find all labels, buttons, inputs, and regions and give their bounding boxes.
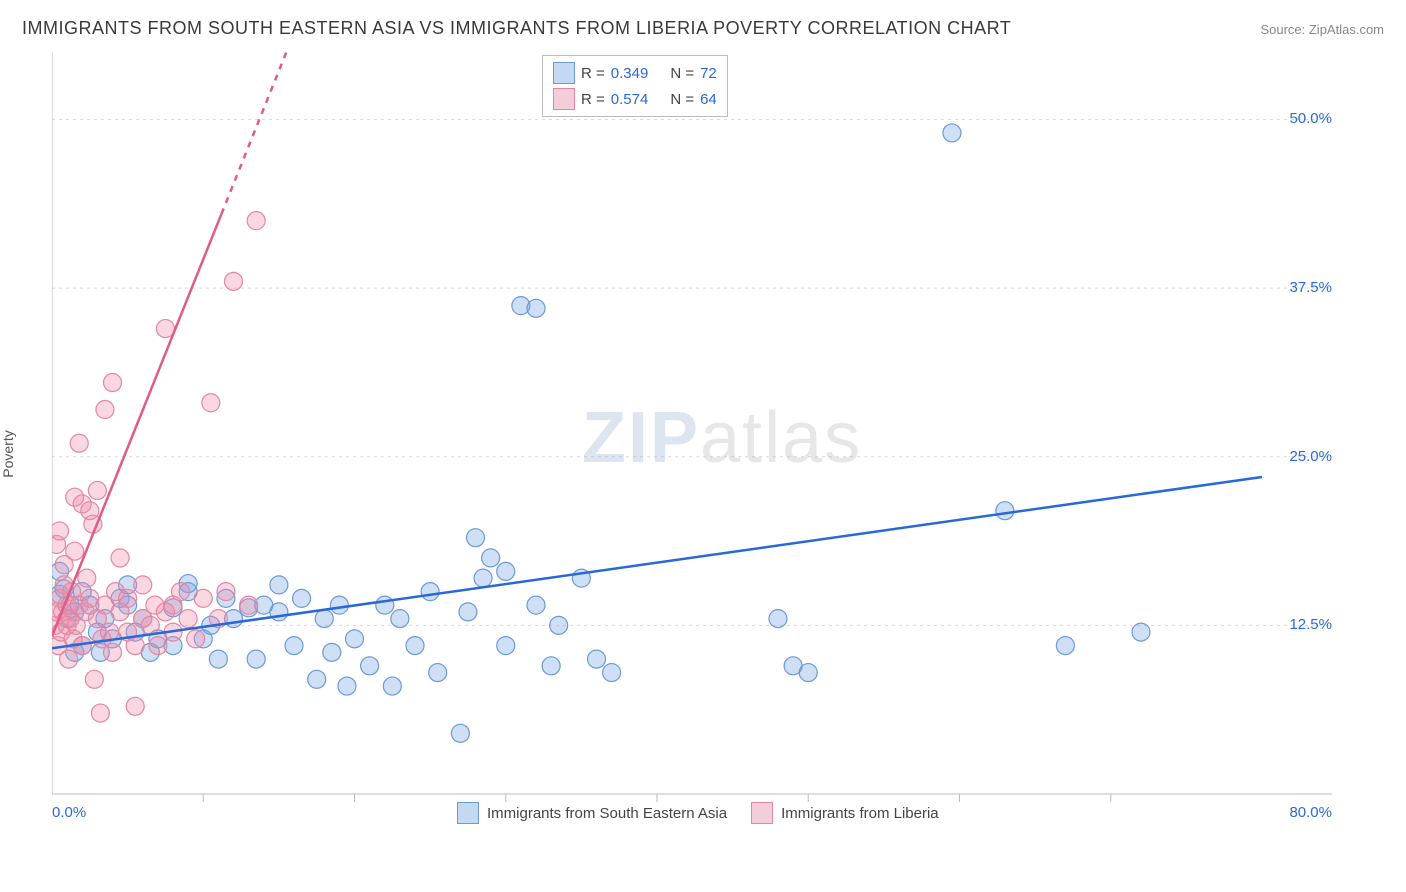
legend-swatch (457, 802, 479, 824)
legend-swatch (553, 62, 575, 84)
legend-swatch (553, 88, 575, 110)
r-value: 0.574 (611, 91, 649, 108)
n-label: N = (670, 65, 694, 82)
n-label: N = (670, 91, 694, 108)
y-tick-label: 37.5% (1289, 279, 1332, 296)
series-legend: Immigrants from South Eastern Asia Immigr… (457, 802, 939, 824)
title-bar: IMMIGRANTS FROM SOUTH EASTERN ASIA VS IM… (22, 18, 1384, 39)
x-tick-label: 0.0% (52, 804, 86, 821)
scatter-chart (52, 52, 1332, 822)
legend-stat-row: R = 0.574 N = 64 (553, 86, 717, 112)
x-tick-label: 80.0% (1289, 804, 1332, 821)
legend-swatch (751, 802, 773, 824)
r-label: R = (581, 65, 605, 82)
r-label: R = (581, 91, 605, 108)
r-value: 0.349 (611, 65, 649, 82)
legend-item: Immigrants from Liberia (751, 802, 939, 824)
legend-label: Immigrants from Liberia (781, 805, 939, 822)
n-value: 64 (700, 91, 717, 108)
legend-stat-row: R = 0.349 N = 72 (553, 60, 717, 86)
y-tick-label: 12.5% (1289, 616, 1332, 633)
source-label: Source: ZipAtlas.com (1260, 22, 1384, 37)
chart-area: ZIPatlas R =0.349N =72R =0.574N =64 12.5… (52, 52, 1332, 822)
y-tick-label: 25.0% (1289, 448, 1332, 465)
legend-item: Immigrants from South Eastern Asia (457, 802, 727, 824)
legend-label: Immigrants from South Eastern Asia (487, 805, 727, 822)
chart-title: IMMIGRANTS FROM SOUTH EASTERN ASIA VS IM… (22, 18, 1011, 39)
y-axis-label: Poverty (0, 430, 16, 477)
correlation-legend: R = 0.349 N = 72 R = 0.574 N = 64 (542, 55, 728, 117)
y-tick-label: 50.0% (1289, 110, 1332, 127)
n-value: 72 (700, 65, 717, 82)
